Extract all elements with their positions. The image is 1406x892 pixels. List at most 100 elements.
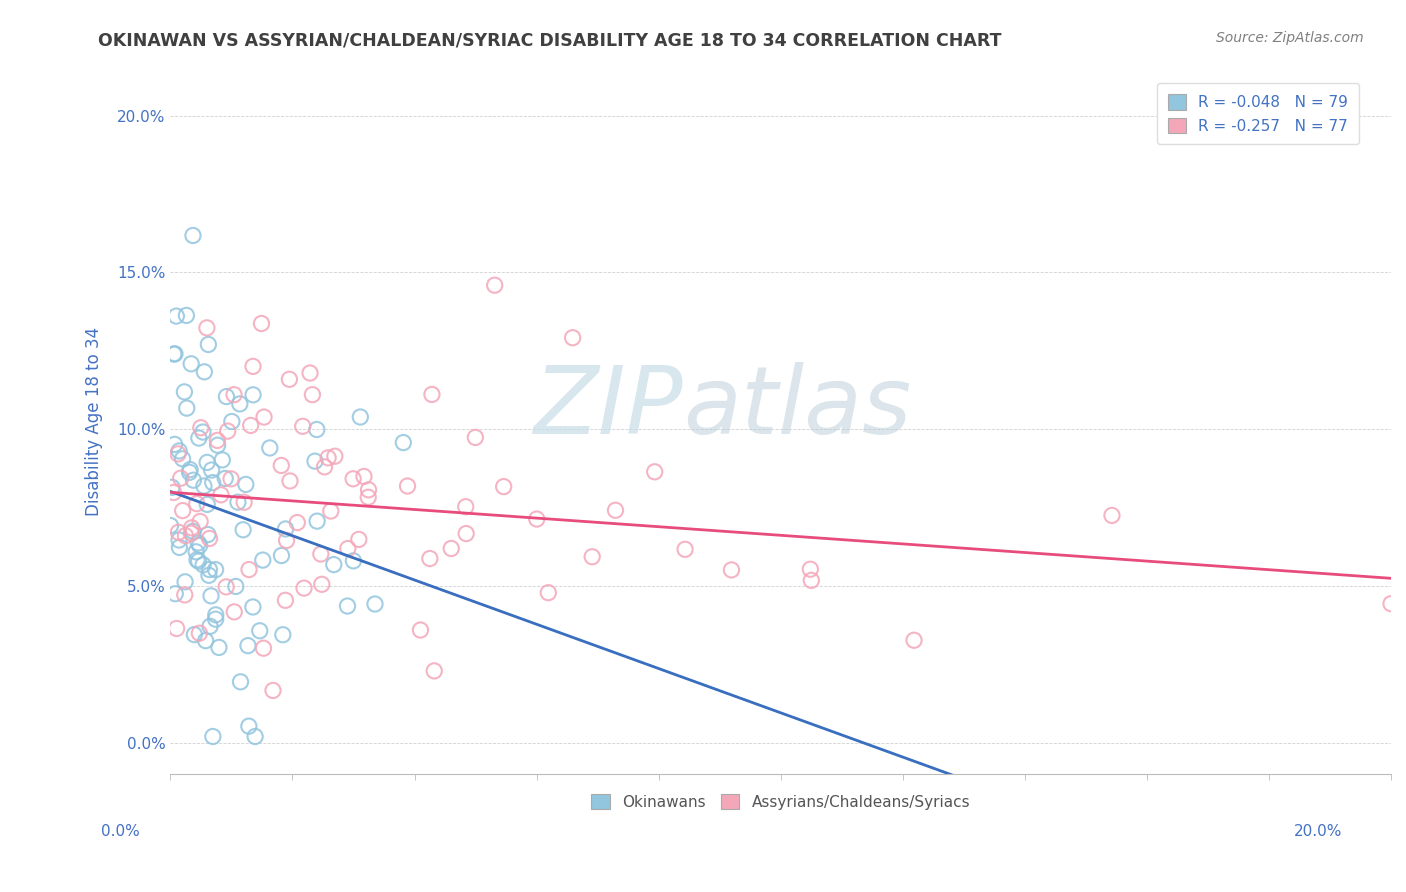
Point (163, 347, 186, 361)
Point (204, 612, 226, 626)
Point (242, 388, 264, 402)
Point (342, 554, 364, 568)
Point (190, 421, 212, 435)
Point (236, 639, 259, 653)
Point (464, 430, 486, 444)
Point (423, 664, 446, 678)
Y-axis label: Disability Age 18 to 34: Disability Age 18 to 34 (86, 326, 103, 516)
Point (195, 321, 218, 335)
Point (252, 553, 274, 567)
Point (209, 488, 232, 502)
Point (201, 475, 224, 490)
Text: 20.0%: 20.0% (1295, 824, 1343, 838)
Point (336, 541, 359, 556)
Point (193, 365, 215, 379)
Point (347, 533, 370, 547)
Point (163, 347, 186, 361)
Point (292, 581, 315, 595)
Point (311, 577, 333, 591)
Point (174, 574, 197, 589)
Point (163, 437, 186, 451)
Point (484, 278, 506, 293)
Point (314, 459, 336, 474)
Point (162, 485, 184, 500)
Point (180, 526, 202, 541)
Point (720, 563, 742, 577)
Point (419, 551, 441, 566)
Point (253, 410, 276, 425)
Point (304, 454, 326, 468)
Point (215, 390, 238, 404)
Point (222, 387, 245, 401)
Point (169, 541, 191, 555)
Point (174, 529, 197, 543)
Point (165, 587, 187, 601)
Point (219, 472, 242, 486)
Point (204, 563, 226, 577)
Point (323, 449, 346, 463)
Point (172, 451, 194, 466)
Text: Source: ZipAtlas.com: Source: ZipAtlas.com (1216, 31, 1364, 45)
Point (181, 228, 204, 243)
Point (160, 480, 183, 494)
Point (184, 545, 207, 559)
Point (357, 490, 380, 504)
Point (242, 599, 264, 614)
Point (349, 409, 371, 424)
Point (396, 479, 419, 493)
Point (176, 401, 198, 416)
Point (561, 331, 583, 345)
Text: atlas: atlas (683, 362, 911, 453)
Point (307, 514, 329, 528)
Point (342, 472, 364, 486)
Point (201, 730, 224, 744)
Point (193, 479, 215, 493)
Point (224, 605, 246, 619)
Point (225, 579, 247, 593)
Point (239, 418, 262, 433)
Point (198, 563, 221, 577)
Point (249, 624, 271, 638)
Point (353, 469, 375, 483)
Point (259, 441, 281, 455)
Point (456, 526, 478, 541)
Point (232, 523, 254, 537)
Point (644, 465, 666, 479)
Point (392, 435, 415, 450)
Point (409, 623, 432, 637)
Point (165, 309, 187, 323)
Point (278, 474, 301, 488)
Point (187, 431, 209, 445)
Point (198, 532, 221, 546)
Point (204, 607, 226, 622)
Point (197, 337, 219, 351)
Point (336, 599, 359, 613)
Point (420, 387, 443, 401)
Point (309, 547, 332, 561)
Point (187, 536, 209, 550)
Point (207, 438, 229, 452)
Point (188, 539, 211, 553)
Point (191, 425, 214, 439)
Point (187, 554, 209, 568)
Point (229, 397, 252, 411)
Point (214, 471, 236, 485)
Point (179, 465, 201, 479)
Point (301, 387, 323, 401)
Point (238, 719, 260, 733)
Point (270, 549, 292, 563)
Point (183, 627, 205, 641)
Point (180, 521, 202, 535)
Point (243, 730, 266, 744)
Point (316, 450, 339, 465)
Point (201, 463, 224, 477)
Point (200, 589, 222, 603)
Text: ZIP: ZIP (533, 362, 683, 453)
Point (454, 500, 477, 514)
Point (195, 497, 218, 511)
Point (581, 549, 603, 564)
Point (195, 455, 218, 469)
Point (250, 317, 273, 331)
Point (440, 541, 463, 556)
Point (274, 522, 297, 536)
